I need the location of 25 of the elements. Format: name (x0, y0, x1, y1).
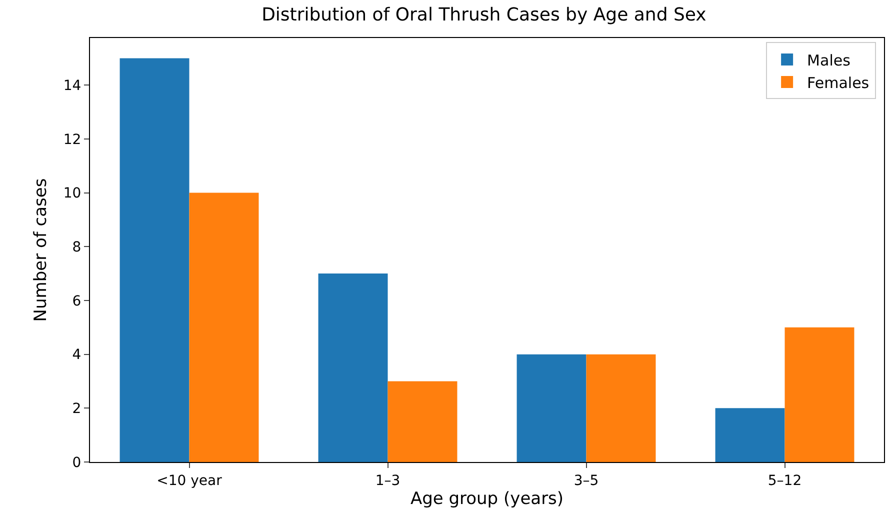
bar (715, 408, 785, 462)
y-tick-label: 12 (63, 132, 82, 148)
legend-label: Males (807, 51, 851, 70)
bar (516, 354, 586, 462)
bar (318, 274, 388, 462)
bar (189, 192, 259, 462)
y-tick-label: 2 (72, 401, 82, 418)
y-tick-label: 6 (72, 293, 82, 310)
x-axis-title: Age group (years) (410, 489, 564, 510)
x-tick-label: 3–5 (574, 472, 599, 489)
y-tick-label: 14 (63, 78, 82, 94)
x-tick-label: 1–3 (375, 472, 400, 489)
x-tick-label: 5–12 (768, 472, 802, 489)
y-tick-label: 4 (72, 347, 82, 364)
y-tick-label: 0 (72, 454, 82, 471)
x-tick-label: <10 year (156, 472, 222, 489)
y-tick-label: 8 (72, 240, 82, 256)
y-tick-label: 10 (63, 186, 82, 202)
bar (388, 381, 458, 462)
bar (784, 327, 854, 462)
bar (120, 58, 190, 462)
legend-label: Females (807, 74, 870, 92)
chart-title: Distribution of Oral Thrush Cases by Age and Sex (262, 4, 707, 26)
y-axis-title: Number of cases (31, 178, 51, 322)
bar (586, 354, 656, 462)
